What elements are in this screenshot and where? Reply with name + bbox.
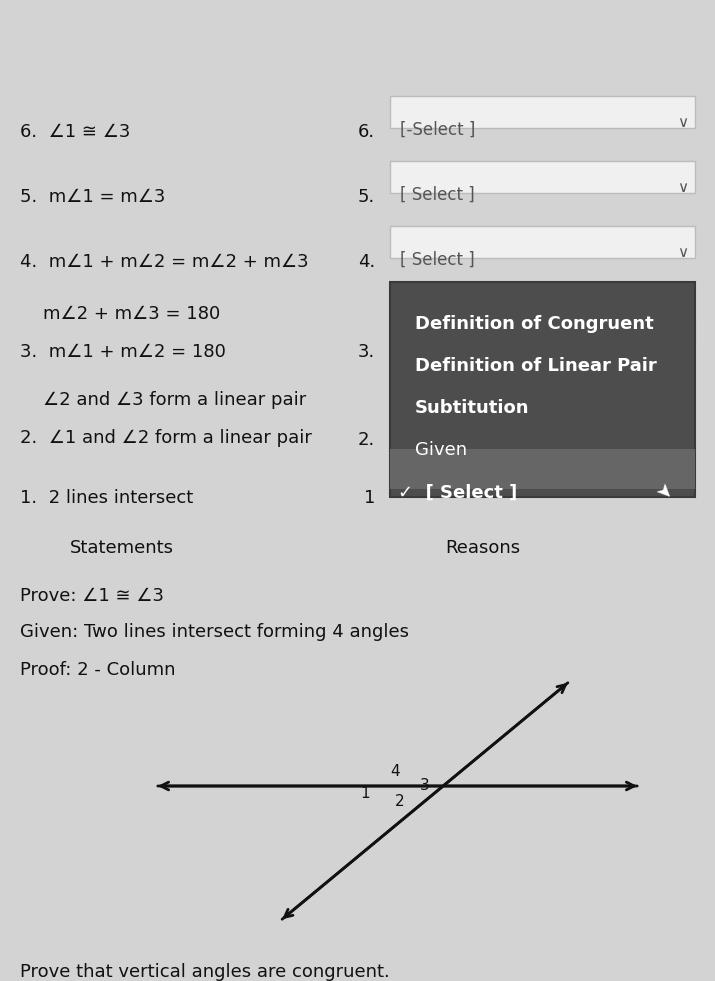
FancyBboxPatch shape: [390, 449, 695, 489]
FancyBboxPatch shape: [390, 226, 695, 258]
Text: Proof: 2 - Column: Proof: 2 - Column: [20, 661, 175, 679]
Text: 4: 4: [390, 763, 400, 779]
Text: 4.  m∠1 + m∠2 = m∠2 + m∠3: 4. m∠1 + m∠2 = m∠2 + m∠3: [20, 253, 309, 271]
Text: 2.: 2.: [358, 431, 375, 449]
Text: Prove that vertical angles are congruent.: Prove that vertical angles are congruent…: [20, 963, 390, 981]
Text: [-Select ]: [-Select ]: [400, 121, 475, 139]
Text: ∠2 and ∠3 form a linear pair: ∠2 and ∠3 form a linear pair: [20, 391, 306, 409]
FancyBboxPatch shape: [390, 161, 695, 193]
Text: Subtitution: Subtitution: [415, 399, 530, 417]
Text: ✓  [ Select ]: ✓ [ Select ]: [398, 484, 517, 502]
Text: 5.: 5.: [358, 188, 375, 206]
Text: 3.  m∠1 + m∠2 = 180: 3. m∠1 + m∠2 = 180: [20, 343, 226, 361]
Text: Definition of Congruent: Definition of Congruent: [415, 315, 654, 333]
Text: ∨: ∨: [677, 245, 688, 260]
Text: ➤: ➤: [650, 481, 675, 506]
Text: 1: 1: [360, 786, 370, 800]
FancyBboxPatch shape: [390, 96, 695, 128]
Text: 5.  m∠1 = m∠3: 5. m∠1 = m∠3: [20, 188, 165, 206]
Text: 2.  ∠1 and ∠2 form a linear pair: 2. ∠1 and ∠2 form a linear pair: [20, 429, 312, 447]
Text: 1.  2 lines intersect: 1. 2 lines intersect: [20, 489, 193, 507]
Text: Given: Two lines intersect forming 4 angles: Given: Two lines intersect forming 4 ang…: [20, 623, 409, 641]
Text: 6.  ∠1 ≅ ∠3: 6. ∠1 ≅ ∠3: [20, 123, 130, 141]
Text: 1: 1: [364, 489, 375, 507]
Text: Prove: ∠1 ≅ ∠3: Prove: ∠1 ≅ ∠3: [20, 587, 164, 605]
FancyBboxPatch shape: [390, 318, 695, 348]
Text: ∨: ∨: [677, 115, 688, 130]
Text: Statements: Statements: [70, 539, 174, 557]
Text: 4.: 4.: [358, 253, 375, 271]
Text: 3.: 3.: [358, 343, 375, 361]
Text: Given: Given: [415, 441, 467, 459]
Text: Definition of Linear Pair: Definition of Linear Pair: [415, 357, 657, 375]
Text: [ Select ]: [ Select ]: [400, 251, 475, 269]
Text: 2: 2: [395, 794, 405, 808]
Text: [ Select ]: [ Select ]: [398, 343, 467, 358]
Text: 6.: 6.: [358, 123, 375, 141]
Text: 3: 3: [420, 779, 430, 794]
Text: [ Select ]: [ Select ]: [400, 186, 475, 204]
Text: m∠2 + m∠3 = 180: m∠2 + m∠3 = 180: [20, 305, 220, 323]
Text: Reasons: Reasons: [445, 539, 520, 557]
Text: ∨: ∨: [677, 180, 688, 195]
FancyBboxPatch shape: [390, 282, 695, 497]
